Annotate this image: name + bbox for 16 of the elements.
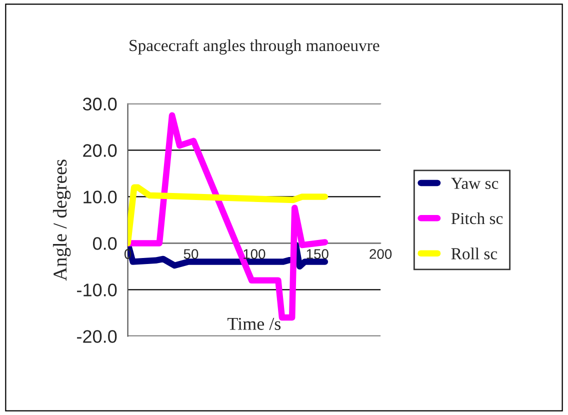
legend-label: Roll sc	[451, 248, 498, 260]
y-axis-title: Angle / degrees	[52, 160, 71, 281]
x-tick-label: 50	[184, 249, 198, 259]
y-tick-label: 20.0	[83, 144, 117, 157]
x-tick-label: 150	[306, 249, 328, 259]
y-tick-label: 10.0	[84, 190, 117, 204]
y-tick-label: 30.0	[82, 98, 117, 110]
y-tick-label: -10.0	[77, 284, 117, 296]
x-axis-title: Time /s	[227, 318, 281, 330]
x-tick-label: 100	[244, 249, 266, 259]
legend-label: Pitch sc	[451, 212, 503, 224]
y-tick-label: -20.0	[77, 330, 117, 343]
legend-label: Yaw sc	[451, 178, 498, 189]
chart-title: Spacecraft angles through manoeuvre	[130, 39, 380, 55]
x-tick-label: 200	[370, 249, 392, 259]
y-tick-label: 0.0	[92, 237, 117, 250]
